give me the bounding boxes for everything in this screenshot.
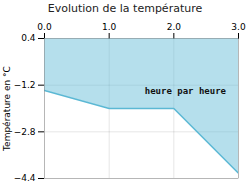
svg-text:−4.4: −4.4 bbox=[14, 173, 36, 183]
svg-text:0.0: 0.0 bbox=[37, 22, 52, 32]
svg-text:3.0: 3.0 bbox=[231, 22, 246, 32]
svg-text:0.4: 0.4 bbox=[21, 33, 36, 43]
svg-text:heure par heure: heure par heure bbox=[145, 86, 227, 96]
svg-text:Température en °C: Température en °C bbox=[2, 66, 12, 152]
svg-text:1.0: 1.0 bbox=[102, 22, 117, 32]
svg-text:−1.2: −1.2 bbox=[14, 80, 36, 90]
svg-text:−2.8: −2.8 bbox=[14, 127, 36, 137]
html-text:Evolution de la température: Evolution de la température bbox=[47, 2, 203, 15]
svg-text:2.0: 2.0 bbox=[167, 22, 182, 32]
